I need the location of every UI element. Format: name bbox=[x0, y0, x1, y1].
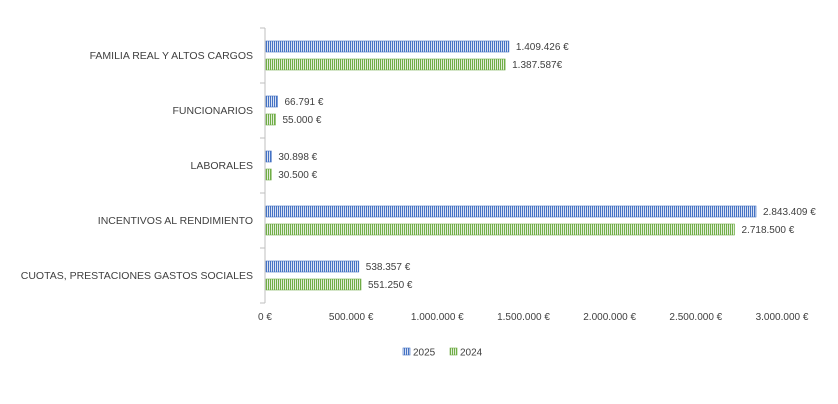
value-axis-ticks: 0 € 500.000 € 1.000.000 € 1.500.000 € 2.000.… bbox=[258, 312, 809, 323]
legend: 2025 2024 bbox=[402, 347, 483, 359]
data-label-2024: 2.718.500 € bbox=[741, 225, 794, 236]
data-label-2024: 55.000 € bbox=[282, 115, 321, 126]
category-label: FUNCIONARIOS bbox=[172, 105, 253, 117]
legend-swatch-2025 bbox=[402, 347, 411, 356]
category-label: LABORALES bbox=[191, 160, 253, 172]
bars bbox=[265, 40, 757, 291]
data-label-2025: 2.843.409 € bbox=[763, 207, 816, 218]
bar-2024-3 bbox=[265, 168, 272, 181]
tick-label: 2.500.000 € bbox=[669, 312, 722, 323]
bar-2025-3 bbox=[265, 150, 272, 163]
tick-label: 500.000 € bbox=[329, 312, 374, 323]
bar-2024-2 bbox=[265, 113, 276, 126]
category-label: FAMILIA REAL Y ALTOS CARGOS bbox=[90, 50, 253, 62]
data-label-2025: 1.409.426 € bbox=[516, 42, 569, 53]
category-axis bbox=[260, 27, 266, 304]
legend-swatch-2024 bbox=[449, 347, 458, 356]
legend-label-2025: 2025 bbox=[413, 348, 436, 359]
bar-2025-5 bbox=[265, 260, 360, 273]
data-label-2024: 30.500 € bbox=[278, 170, 317, 181]
bar-2025-2 bbox=[265, 95, 278, 108]
data-label-2025: 538.357 € bbox=[366, 262, 411, 273]
bar-2024-1 bbox=[265, 58, 506, 71]
bar-2024-4 bbox=[265, 223, 735, 236]
data-labels: 1.409.426 € 1.387.587€ 66.791 € 55.000 € 30.… bbox=[278, 42, 816, 291]
bar-2025-4 bbox=[265, 205, 757, 218]
tick-label: 0 € bbox=[258, 312, 272, 323]
tick-label: 3.000.000 € bbox=[756, 312, 809, 323]
tick-label: 2.000.000 € bbox=[583, 312, 636, 323]
bar-2024-5 bbox=[265, 278, 362, 291]
legend-label-2024: 2024 bbox=[460, 348, 483, 359]
data-label-2025: 66.791 € bbox=[285, 97, 324, 108]
tick-label: 1.000.000 € bbox=[411, 312, 464, 323]
data-label-2024: 1.387.587€ bbox=[512, 60, 562, 71]
data-label-2024: 551.250 € bbox=[368, 280, 413, 291]
tick-label: 1.500.000 € bbox=[497, 312, 550, 323]
category-label: INCENTIVOS AL RENDIMIENTO bbox=[98, 215, 253, 227]
category-labels: FAMILIA REAL Y ALTOS CARGOS FUNCIONARIOS L… bbox=[21, 50, 253, 282]
data-label-2025: 30.898 € bbox=[278, 152, 317, 163]
bar-2025-1 bbox=[265, 40, 510, 53]
category-label: CUOTAS, PRESTACIONES GASTOS SOCIALES bbox=[21, 270, 253, 282]
